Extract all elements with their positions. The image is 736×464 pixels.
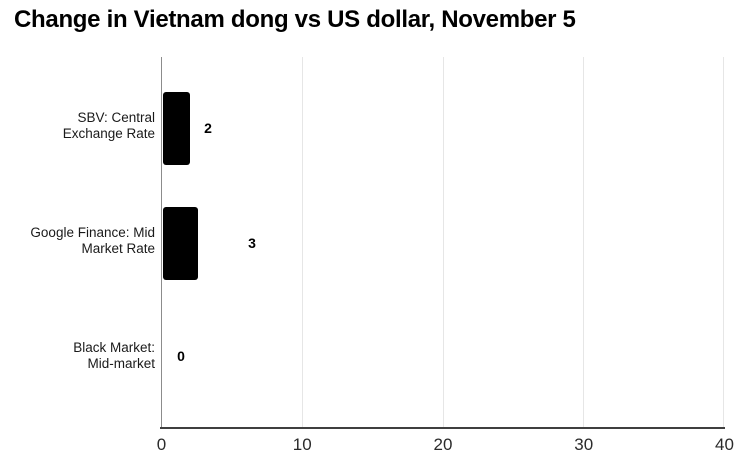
gridline-20 <box>442 57 444 428</box>
x-tick-40: 40 <box>715 435 734 454</box>
x-tick-0: 0 <box>156 435 167 454</box>
value-label-black-market: 0 <box>177 348 185 364</box>
bar-sbv-central-exchange-rate <box>162 92 190 165</box>
zero-axis-line <box>161 57 162 428</box>
gridline-30 <box>583 57 585 428</box>
x-tick-10: 10 <box>292 435 312 454</box>
value-label-sbv: 2 <box>204 120 212 136</box>
x-tick-20: 20 <box>433 435 453 454</box>
bar-google-finance-mid-market-rate <box>162 207 198 280</box>
chart-title: Change in Vietnam dong vs US dollar, Nov… <box>14 6 576 33</box>
gridline-10 <box>301 57 303 428</box>
category-label-google-finance: Google Finance: Mid Market Rate <box>30 225 155 256</box>
x-axis-line <box>160 427 725 429</box>
category-label-sbv: SBV: Central Exchange Rate <box>62 110 155 141</box>
plot-area: 2 3 0 <box>161 57 724 428</box>
gridline-40 <box>723 57 724 428</box>
value-label-google-finance: 3 <box>248 235 256 251</box>
category-label-black-market: Black Market: Mid-market <box>73 340 155 371</box>
x-tick-30: 30 <box>574 435 594 454</box>
